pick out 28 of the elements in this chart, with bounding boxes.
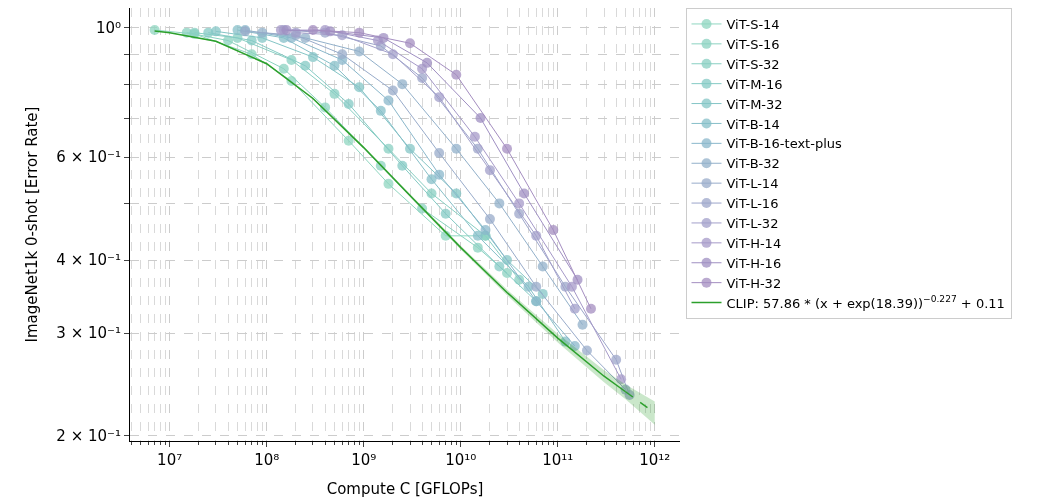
legend-label: ViT-S-14 bbox=[726, 17, 780, 33]
legend-label: ViT-M-16 bbox=[726, 76, 783, 92]
x-tick-label: 10¹⁰ bbox=[445, 451, 477, 469]
legend-label: ViT-H-14 bbox=[726, 235, 782, 251]
legend-label: ViT-B-32 bbox=[726, 156, 780, 172]
x-tick-label: 10⁸ bbox=[254, 451, 280, 469]
y-tick-label: 4 × 10⁻¹ bbox=[56, 251, 121, 270]
legend-label: ViT-H-16 bbox=[726, 255, 782, 271]
legend-label: ViT-L-14 bbox=[726, 176, 779, 192]
legend-label: ViT-L-16 bbox=[726, 196, 779, 212]
x-tick-label: 10⁹ bbox=[351, 451, 377, 469]
legend-label: ViT-M-32 bbox=[726, 96, 783, 112]
x-tick-label: 10⁷ bbox=[157, 451, 183, 469]
legend-label: ViT-B-16-text-plus bbox=[726, 136, 842, 152]
legend-label: ViT-S-32 bbox=[726, 56, 780, 72]
legend-label: ViT-S-16 bbox=[726, 36, 780, 52]
legend-label: CLIP: 57.86 * (x + exp(18.39))$^{−0.227}$ + 0.11 bbox=[726, 294, 1005, 311]
y-tick-label: 3 × 10⁻¹ bbox=[56, 324, 121, 343]
legend-label: ViT-L-32 bbox=[726, 216, 779, 232]
x-tick-label: 10¹¹ bbox=[542, 451, 574, 469]
y-axis-title: ImageNet1k 0-shot [Error Rate] bbox=[22, 106, 41, 343]
x-axis-title: Compute C [GFLOPs] bbox=[326, 480, 484, 498]
x-tick-label: 10¹² bbox=[639, 451, 671, 469]
y-tick-label: 10⁰ bbox=[95, 18, 121, 37]
legend-label: ViT-B-14 bbox=[726, 116, 780, 132]
y-tick-label: 2 × 10⁻¹ bbox=[56, 427, 121, 446]
y-tick-label: 6 × 10⁻¹ bbox=[56, 148, 121, 167]
legend-label: ViT-H-32 bbox=[726, 275, 782, 291]
